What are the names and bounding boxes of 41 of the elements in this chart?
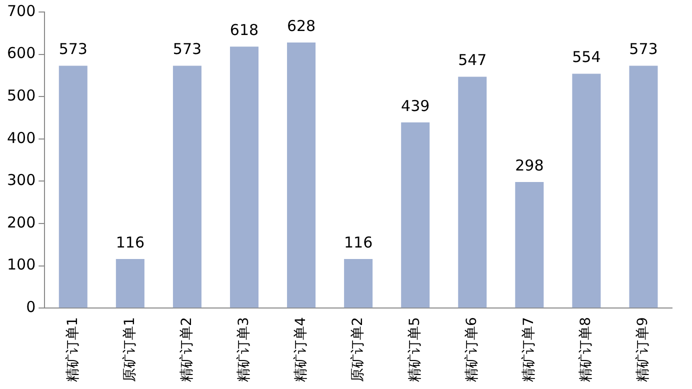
data-label: 618 [230, 21, 259, 40]
data-label: 116 [116, 233, 144, 252]
bar [572, 74, 601, 308]
y-tick-label: 400 [6, 128, 36, 147]
x-tick-label: 精矿订单2 [178, 317, 195, 382]
y-tick-label: 500 [6, 86, 36, 104]
data-label: 628 [286, 16, 316, 35]
bar [344, 259, 373, 308]
data-label: 439 [401, 96, 430, 115]
y-tick-label: 100 [6, 256, 36, 274]
x-tick-label: 原矿订单2 [350, 317, 366, 382]
data-label: 573 [58, 40, 88, 58]
data-label: 547 [458, 51, 487, 70]
bar [287, 42, 316, 308]
x-tick-label: 精矿订单8 [578, 317, 594, 382]
bar [458, 76, 487, 308]
y-tick-label: 200 [6, 213, 36, 232]
x-tick-label: 精矿订单3 [236, 317, 252, 382]
x-tick-label: 精矿订单9 [635, 317, 652, 382]
data-label: 573 [172, 40, 202, 58]
bar [172, 66, 202, 308]
data-label: 554 [572, 48, 601, 66]
data-label: 116 [344, 233, 373, 252]
bar [515, 182, 544, 308]
data-label: 298 [515, 156, 544, 174]
y-tick-label: 0 [26, 298, 36, 316]
bar [116, 259, 144, 308]
x-tick-label: 精矿订单5 [406, 317, 423, 382]
y-tick-label: 600 [6, 44, 36, 62]
y-tick-label: 300 [6, 171, 36, 190]
bar [230, 46, 259, 308]
bar [629, 66, 658, 308]
x-tick-label: 精矿订单1 [64, 317, 81, 382]
data-label: 573 [629, 40, 658, 58]
bar [401, 122, 430, 308]
x-tick-label: 精矿订单4 [292, 317, 309, 382]
x-tick-label: 精矿订单6 [464, 317, 480, 382]
x-tick-label: 原矿订单1 [122, 317, 138, 382]
bar [58, 66, 88, 308]
x-tick-label: 精矿订单7 [521, 317, 538, 382]
y-tick-label: 700 [6, 2, 36, 20]
